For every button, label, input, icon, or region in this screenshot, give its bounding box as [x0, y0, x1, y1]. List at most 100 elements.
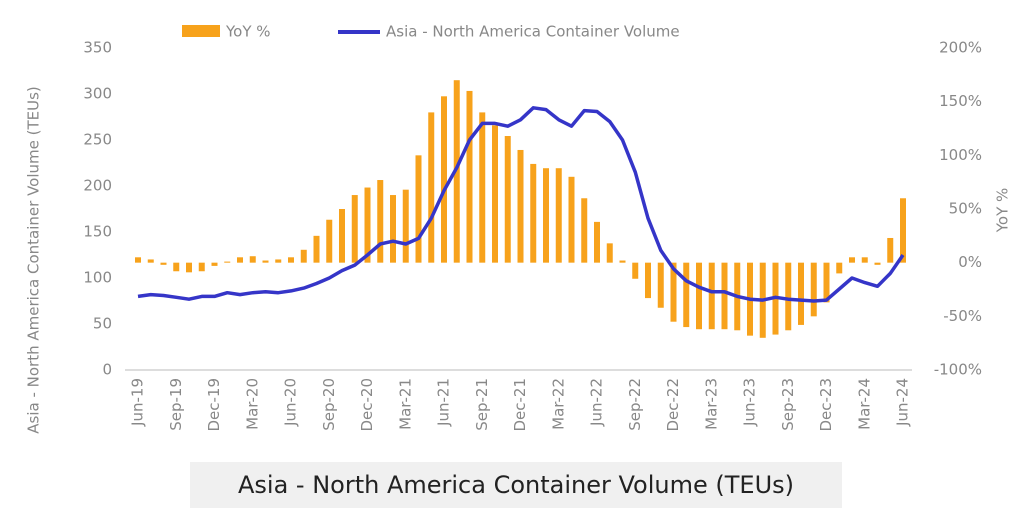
- bar: [313, 235, 320, 263]
- bar: [670, 262, 677, 322]
- legend-swatch: [182, 25, 220, 37]
- x-tick-label: Jun-24: [894, 378, 912, 427]
- y-tick-label: 0: [102, 361, 112, 379]
- bar: [466, 90, 473, 263]
- y2-axis-label: YoY %: [994, 188, 1012, 234]
- bar: [211, 262, 218, 266]
- bar: [606, 243, 613, 263]
- bar: [160, 262, 167, 265]
- bar: [147, 259, 154, 263]
- x-tick-label: Dec-20: [358, 378, 376, 432]
- x-tick-label: Sep-19: [167, 378, 185, 431]
- y2-tick-label: 50%: [949, 200, 982, 218]
- bar: [619, 260, 626, 263]
- x-tick-label: Mar-21: [396, 378, 414, 430]
- x-tick-label: Sep-23: [779, 378, 797, 431]
- bar: [390, 195, 396, 263]
- y-axis-label: Asia - North America Container Volume (T…: [25, 86, 43, 434]
- x-tick-label: Mar-23: [702, 378, 720, 430]
- bar: [262, 260, 269, 263]
- bar: [568, 176, 575, 263]
- bar: [198, 262, 205, 272]
- bar: [237, 257, 243, 263]
- bar: [810, 262, 817, 317]
- x-tick-label: Dec-22: [664, 378, 682, 432]
- bar: [402, 189, 409, 263]
- x-tick-label: Mar-24: [855, 378, 873, 430]
- bar: [849, 257, 855, 263]
- y2-tick-label: 0%: [958, 253, 982, 271]
- title-box: [190, 462, 842, 508]
- bar: [683, 262, 690, 328]
- x-tick-label: Sep-21: [473, 378, 491, 431]
- x-tick-label: Sep-20: [320, 378, 338, 431]
- bar: [632, 262, 639, 279]
- chart-title: Asia - North America Container Volume (T…: [238, 471, 794, 499]
- bar: [339, 209, 345, 263]
- y2-tick-label: 200%: [939, 39, 982, 57]
- bar: [708, 262, 715, 330]
- y-tick-label: 50: [93, 315, 112, 333]
- bar: [275, 259, 282, 263]
- bar: [300, 249, 307, 263]
- x-tick-label: Jun-22: [588, 378, 606, 427]
- line: [137, 106, 905, 303]
- x-tick-label: Mar-20: [243, 378, 261, 430]
- y-tick-label: 200: [83, 177, 112, 195]
- bar: [504, 136, 511, 263]
- bar: [186, 262, 192, 273]
- legend-label: Asia - North America Container Volume: [386, 23, 680, 41]
- bar: [657, 262, 664, 308]
- bar: [453, 80, 460, 263]
- bar: [543, 168, 549, 263]
- bar: [479, 112, 486, 263]
- y-tick-label: 350: [83, 39, 112, 57]
- x-tick-label: Jun-23: [741, 378, 759, 427]
- bar: [798, 262, 804, 325]
- bar: [326, 219, 333, 263]
- bar: [428, 112, 435, 263]
- bar: [696, 262, 702, 330]
- bar: [288, 257, 294, 263]
- x-tick-label: Jun-19: [129, 378, 147, 427]
- bar: [377, 180, 384, 263]
- y-tick-label: 300: [83, 85, 112, 103]
- x-tick-label: Dec-21: [511, 378, 529, 432]
- y-tick-label: 100: [83, 269, 112, 287]
- x-tick-label: Mar-22: [549, 378, 567, 430]
- bar: [581, 198, 588, 263]
- y2-tick-label: 100%: [939, 146, 982, 164]
- bar: [415, 155, 422, 263]
- bar: [249, 256, 256, 263]
- bar: [721, 262, 728, 330]
- legend-label: YoY %: [225, 23, 271, 41]
- bar: [785, 262, 792, 331]
- bar: [492, 125, 498, 263]
- bar: [135, 257, 141, 263]
- bar: [555, 168, 562, 263]
- x-tick-label: Jun-21: [435, 378, 453, 427]
- bar: [874, 262, 881, 265]
- bar: [861, 257, 868, 263]
- y2-tick-label: -50%: [943, 307, 982, 325]
- bar: [645, 262, 651, 299]
- bar: [441, 96, 447, 263]
- x-tick-label: Sep-22: [626, 378, 644, 431]
- bar: [594, 221, 600, 263]
- bar: [900, 198, 906, 263]
- y-tick-label: 150: [83, 223, 112, 241]
- bar: [364, 187, 371, 263]
- y2-tick-label: -100%: [934, 361, 982, 379]
- bar: [530, 163, 537, 263]
- bar: [224, 261, 231, 263]
- x-tick-label: Jun-20: [282, 378, 300, 427]
- x-tick-label: Dec-23: [817, 378, 835, 432]
- x-tick-label: Dec-19: [205, 378, 223, 432]
- y2-tick-label: 150%: [939, 92, 982, 110]
- bar: [887, 237, 894, 263]
- bar: [351, 195, 358, 263]
- bar: [517, 149, 524, 263]
- bar: [173, 262, 180, 272]
- bar: [836, 262, 843, 274]
